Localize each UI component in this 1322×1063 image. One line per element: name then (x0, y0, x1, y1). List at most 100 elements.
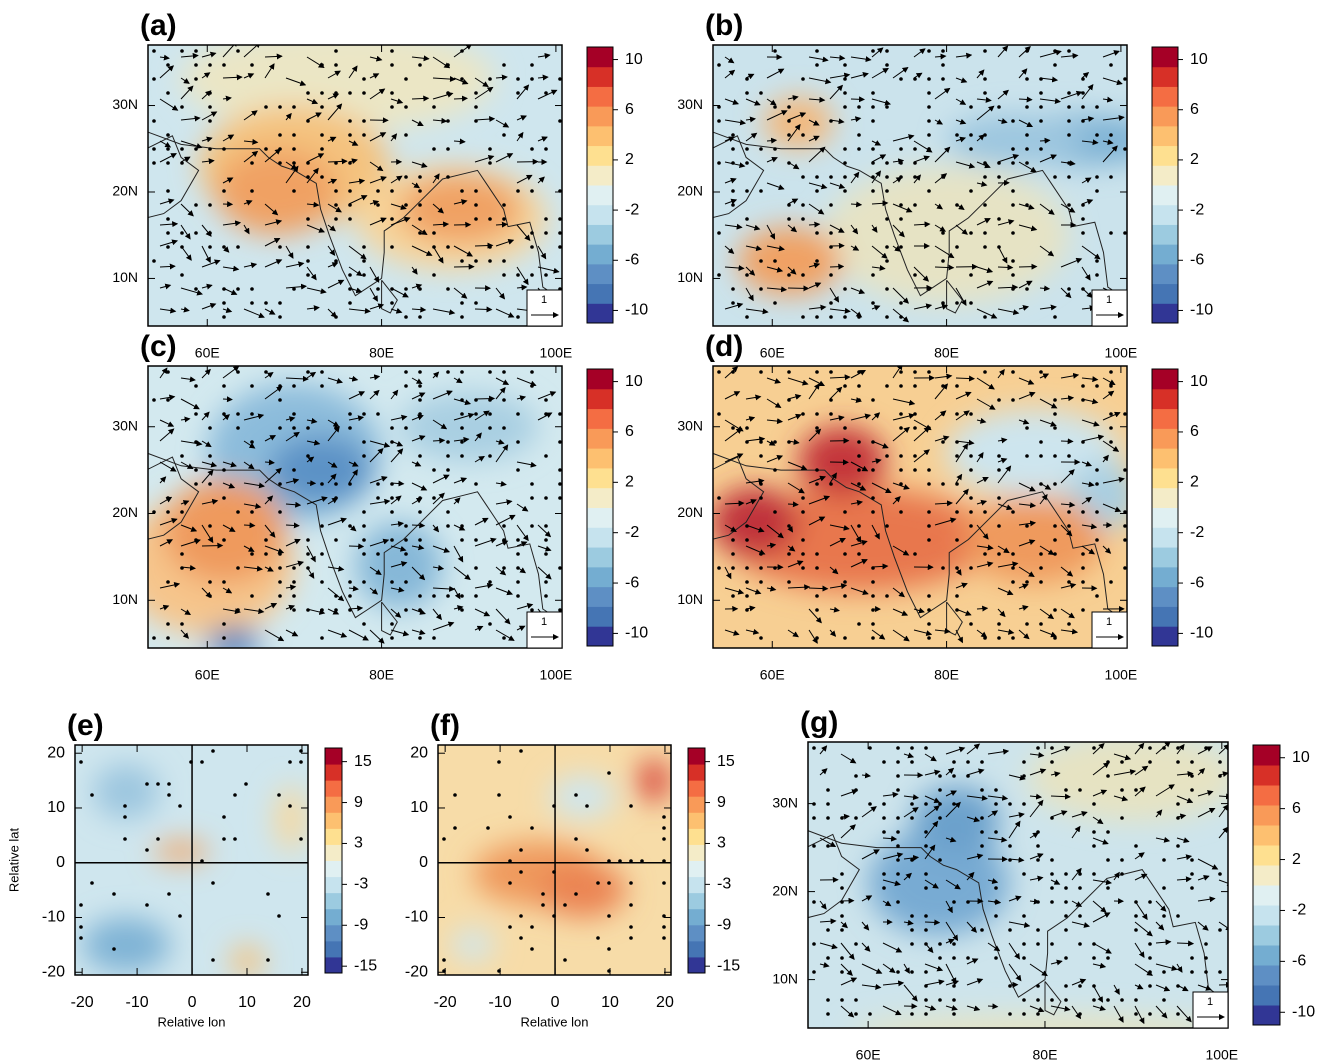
wind-vector (390, 175, 403, 184)
stipple-dot (166, 370, 170, 374)
wind-vector (474, 410, 490, 421)
stipple-dot (924, 802, 928, 806)
wind-vector (808, 428, 822, 442)
x-axis-label: Relative lon (158, 1014, 226, 1029)
colorbar-segment (587, 303, 613, 324)
stipple-dot (418, 510, 422, 514)
wind-vector (1081, 83, 1094, 100)
colorbar-segment (587, 263, 613, 285)
stipple-dot (829, 203, 833, 207)
stipple-dot (815, 482, 819, 486)
contour-field (713, 45, 1127, 326)
stipple-dot (418, 412, 422, 416)
wind-vector (913, 140, 933, 153)
wind-vector (808, 262, 821, 269)
colorbar-tick-label: 6 (1190, 423, 1199, 440)
stipple-dot (222, 384, 226, 388)
wind-vector (243, 110, 258, 121)
stipple-dot (871, 580, 875, 584)
stipple-dot (843, 63, 847, 67)
stipple-dot (1064, 984, 1068, 988)
stipple-dot (1162, 998, 1166, 1002)
x-tick-label: 60E (195, 667, 220, 683)
stipple-dot (502, 636, 506, 640)
stipple-dot (843, 189, 847, 193)
stipple-dot (966, 760, 970, 764)
wind-vector (724, 98, 739, 105)
wind-vector (787, 95, 799, 101)
stipple-dot (1053, 482, 1057, 486)
stipple-dot (390, 580, 394, 584)
stipple-dot (731, 287, 735, 291)
wind-vector (495, 221, 508, 228)
colorbar-tick-label: -10 (625, 625, 648, 642)
stipple-dot (1050, 760, 1054, 764)
wind-vector (997, 545, 1010, 554)
stipple-dot (924, 830, 928, 834)
wind-vector (453, 138, 466, 145)
wind-vector (955, 582, 968, 589)
wind-vector (327, 419, 340, 427)
stipple-dot (222, 63, 226, 67)
stipple-dot (516, 91, 520, 95)
colorbar-segment (1253, 985, 1280, 1006)
wind-vector (766, 398, 782, 408)
stipple-dot (362, 273, 366, 277)
stipple-dot (843, 175, 847, 179)
wind-vector (348, 178, 366, 185)
stipple-dot (1092, 844, 1096, 848)
wind-vector (787, 524, 794, 533)
stipple-dot (432, 636, 436, 640)
stipple-dot (773, 468, 777, 472)
wind-vector (724, 629, 740, 636)
wind-vector (495, 514, 516, 526)
wind-vector (1039, 137, 1051, 144)
stipple-dot (306, 273, 310, 277)
stipple-dot (278, 510, 282, 514)
wind-vector (1081, 460, 1093, 467)
stipple-dot (156, 782, 160, 786)
stipple-dot (474, 412, 478, 416)
reference-vector-box (526, 289, 563, 327)
colorbar-segment (587, 86, 613, 107)
stipple-dot (306, 426, 310, 430)
colorbar-tick-label: -6 (1190, 574, 1204, 591)
wind-vector (1134, 921, 1153, 937)
wind-vector (201, 302, 217, 310)
stipple-dot (801, 566, 805, 570)
wind-vector (997, 89, 1009, 100)
wind-vector (871, 200, 889, 207)
stipple-dot (404, 384, 408, 388)
stipple-dot (516, 580, 520, 584)
stipple-dot (362, 440, 366, 444)
stipple-dot (166, 510, 170, 514)
wind-vector (222, 524, 236, 532)
stipple-dot (1095, 105, 1099, 109)
stipple-dot (145, 848, 149, 852)
wind-vector (1039, 398, 1058, 409)
stipple-dot (1011, 398, 1015, 402)
stipple-dot (924, 872, 928, 876)
stipple-dot (519, 870, 523, 874)
stipple-dot (1067, 203, 1071, 207)
stipple-dot (1081, 91, 1085, 95)
stipple-dot (717, 161, 721, 165)
stipple-dot (194, 49, 198, 53)
colorbar-segment (1152, 626, 1178, 647)
colorbar-tick-label: 10 (1190, 373, 1208, 390)
colorbar-segment (1152, 204, 1178, 225)
stipple-dot (1123, 524, 1127, 528)
x-tick-label: -10 (126, 994, 149, 1011)
wind-vector (180, 115, 201, 122)
stipple-dot (927, 119, 931, 123)
stipple-dot (1120, 872, 1124, 876)
wind-vector (934, 383, 949, 400)
coastline (381, 279, 398, 314)
stipple-dot (278, 133, 282, 137)
wind-vector (766, 524, 784, 539)
stipple-dot (194, 468, 198, 472)
wind-vector (840, 813, 850, 820)
stipple-dot (446, 454, 450, 458)
stipple-dot (488, 412, 492, 416)
